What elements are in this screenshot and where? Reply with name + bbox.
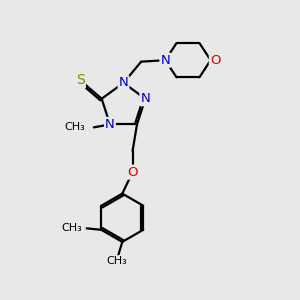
Text: N: N bbox=[160, 54, 170, 67]
Text: O: O bbox=[210, 54, 220, 67]
Text: CH₃: CH₃ bbox=[64, 122, 85, 132]
Text: S: S bbox=[76, 74, 85, 88]
Text: N: N bbox=[105, 118, 115, 131]
Text: CH₃: CH₃ bbox=[61, 224, 82, 233]
Text: CH₃: CH₃ bbox=[106, 256, 127, 266]
Text: N: N bbox=[118, 76, 128, 89]
Text: O: O bbox=[127, 166, 138, 178]
Text: N: N bbox=[140, 92, 150, 105]
